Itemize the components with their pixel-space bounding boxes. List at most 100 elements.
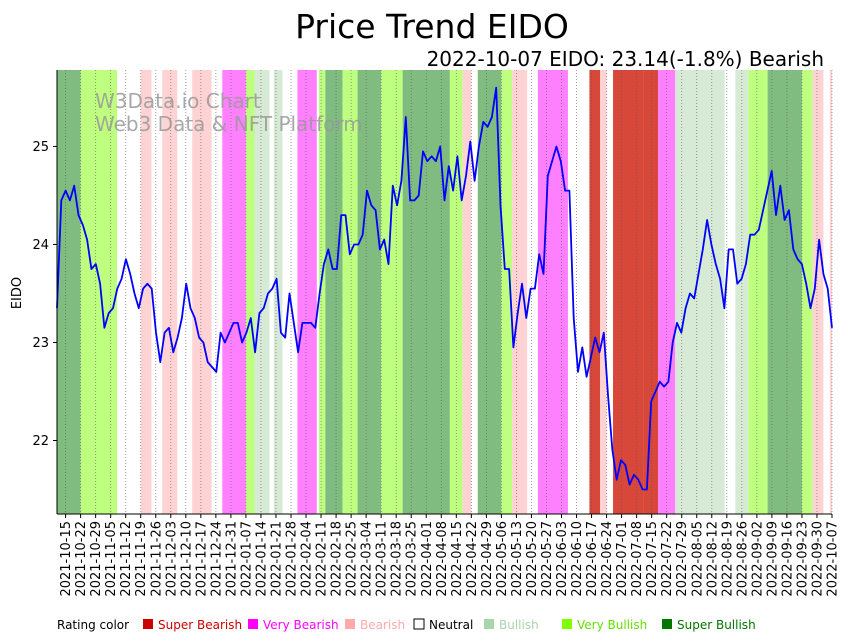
rating-band-very-bullish bbox=[501, 70, 513, 514]
x-tick-label: 2022-07-08 bbox=[630, 521, 645, 597]
x-tick-label: 2021-11-26 bbox=[149, 521, 164, 597]
rating-band-super-bullish bbox=[477, 70, 502, 514]
x-tick-label: 2021-11-19 bbox=[134, 521, 149, 597]
x-tick-label: 2022-03-11 bbox=[375, 521, 390, 597]
x-tick-label: 2022-05-06 bbox=[495, 521, 510, 597]
x-tick-label: 2022-06-24 bbox=[600, 521, 615, 597]
x-tick-label: 2022-05-13 bbox=[510, 521, 525, 597]
x-tick-label: 2022-05-27 bbox=[540, 521, 555, 597]
y-tick-label: 23 bbox=[32, 336, 49, 351]
rating-band-super-bearish bbox=[613, 70, 644, 514]
chart-title: Price Trend EIDO bbox=[295, 7, 569, 46]
rating-band-super-bearish bbox=[643, 70, 659, 514]
legend-label: Bullish bbox=[499, 618, 539, 632]
chart-subtitle: 2022-10-07 EIDO: 23.14(-1.8%) Bearish bbox=[427, 47, 824, 71]
rating-band-bearish bbox=[812, 70, 824, 514]
legend-swatch bbox=[248, 619, 258, 629]
x-tick-label: 2022-03-25 bbox=[405, 521, 420, 597]
legend-swatch bbox=[662, 619, 672, 629]
x-tick-label: 2022-02-04 bbox=[300, 521, 315, 597]
rating-band-very-bullish bbox=[381, 70, 403, 514]
x-tick-label: 2022-01-21 bbox=[269, 521, 284, 597]
x-tick-label: 2022-03-18 bbox=[390, 521, 405, 597]
rating-band-very-bullish bbox=[748, 70, 768, 514]
legend-label: Bearish bbox=[360, 618, 405, 632]
rating-band-bearish bbox=[462, 70, 472, 514]
x-tick-label: 2022-09-16 bbox=[780, 521, 795, 597]
legend-title: Rating color bbox=[57, 618, 129, 632]
x-tick-label: 2022-08-05 bbox=[690, 521, 705, 597]
rating-band-super-bullish bbox=[325, 70, 343, 514]
x-tick-label: 2022-07-01 bbox=[615, 521, 630, 597]
legend-label: Super Bullish bbox=[677, 618, 756, 632]
x-tick-label: 2022-01-14 bbox=[254, 521, 269, 597]
legend-label: Very Bullish bbox=[577, 618, 647, 632]
x-tick-label: 2022-07-15 bbox=[645, 521, 660, 597]
rating-band-bearish bbox=[140, 70, 152, 514]
x-tick-label: 2022-06-10 bbox=[570, 521, 585, 597]
x-axis-ticks: 2021-10-15 2021-10-22 2021-10-29 2021-11-05… bbox=[59, 514, 841, 597]
x-tick-label: 2022-09-02 bbox=[750, 521, 765, 597]
rating-band-very-bullish bbox=[245, 70, 255, 514]
y-axis-ticks: 22 23 24 25 bbox=[32, 140, 57, 449]
x-tick-label: 2022-10-07 bbox=[826, 521, 841, 597]
x-tick-label: 2022-08-12 bbox=[705, 521, 720, 597]
x-tick-label: 2022-06-17 bbox=[585, 521, 600, 597]
x-tick-label: 2021-10-15 bbox=[59, 521, 74, 597]
legend-swatch bbox=[562, 619, 572, 629]
x-tick-label: 2022-01-07 bbox=[239, 521, 254, 597]
x-tick-label: 2021-11-12 bbox=[119, 521, 134, 597]
x-tick-label: 2022-09-23 bbox=[795, 521, 810, 597]
y-tick-label: 25 bbox=[32, 140, 49, 155]
x-tick-label: 2022-02-25 bbox=[345, 521, 360, 597]
rating-band-super-bullish bbox=[767, 70, 802, 514]
rating-band-super-bullish bbox=[357, 70, 382, 514]
x-tick-label: 2022-09-30 bbox=[810, 521, 825, 597]
x-tick-label: 2021-12-10 bbox=[179, 521, 194, 597]
x-tick-label: 2022-09-09 bbox=[765, 521, 780, 597]
x-tick-label: 2022-01-28 bbox=[285, 521, 300, 597]
price-series bbox=[56, 86, 833, 491]
legend-swatch bbox=[413, 618, 425, 630]
x-tick-label: 2022-08-19 bbox=[720, 521, 735, 597]
x-tick-label: 2021-12-03 bbox=[164, 521, 179, 597]
x-tick-label: 2021-10-29 bbox=[89, 521, 104, 597]
legend-label: Neutral bbox=[429, 618, 473, 632]
x-tick-label: 2022-02-18 bbox=[330, 521, 345, 597]
x-tick-label: 2022-04-01 bbox=[420, 521, 435, 597]
watermark: W3Data.io Chart Web3 Data & NFT Platform bbox=[95, 89, 363, 136]
legend-label: Very Bearish bbox=[263, 618, 339, 632]
rating-band-very-bullish bbox=[318, 70, 326, 514]
x-tick-label: 2022-02-11 bbox=[315, 521, 330, 597]
x-tick-label: 2022-06-03 bbox=[555, 521, 570, 597]
x-tick-label: 2021-12-24 bbox=[209, 521, 224, 597]
rating-band-bearish bbox=[162, 70, 178, 514]
x-tick-label: 2022-07-22 bbox=[660, 521, 675, 597]
watermark-line-1: W3Data.io Chart bbox=[95, 89, 261, 113]
y-axis-label: EIDO bbox=[10, 277, 25, 309]
y-tick-label: 22 bbox=[32, 434, 49, 449]
x-tick-label: 2022-08-26 bbox=[735, 521, 750, 597]
rating-band-bullish bbox=[254, 70, 270, 514]
x-tick-label: 2022-04-08 bbox=[435, 521, 450, 597]
rating-band-super-bullish bbox=[57, 70, 81, 514]
y-tick-label: 24 bbox=[32, 238, 49, 253]
x-tick-label: 2021-12-31 bbox=[224, 521, 239, 597]
legend-swatch bbox=[345, 619, 355, 629]
rating-band-bearish bbox=[192, 70, 212, 514]
x-tick-label: 2021-11-05 bbox=[104, 521, 119, 597]
x-tick-label: 2022-04-15 bbox=[450, 521, 465, 597]
rating-band-bearish bbox=[600, 70, 607, 514]
rating-band-very-bearish bbox=[222, 70, 231, 514]
rating-band-super-bearish bbox=[589, 70, 601, 514]
rating-band-very-bullish bbox=[342, 70, 358, 514]
legend-label: Super Bearish bbox=[158, 618, 242, 632]
x-tick-label: 2022-04-22 bbox=[465, 521, 480, 597]
rating-band-bearish bbox=[512, 70, 528, 514]
legend-swatch bbox=[143, 619, 153, 629]
x-tick-label: 2022-04-29 bbox=[480, 521, 495, 597]
rating-band-very-bearish bbox=[230, 70, 246, 514]
x-tick-label: 2022-03-04 bbox=[360, 521, 375, 597]
watermark-line-2: Web3 Data & NFT Platform bbox=[95, 112, 363, 136]
